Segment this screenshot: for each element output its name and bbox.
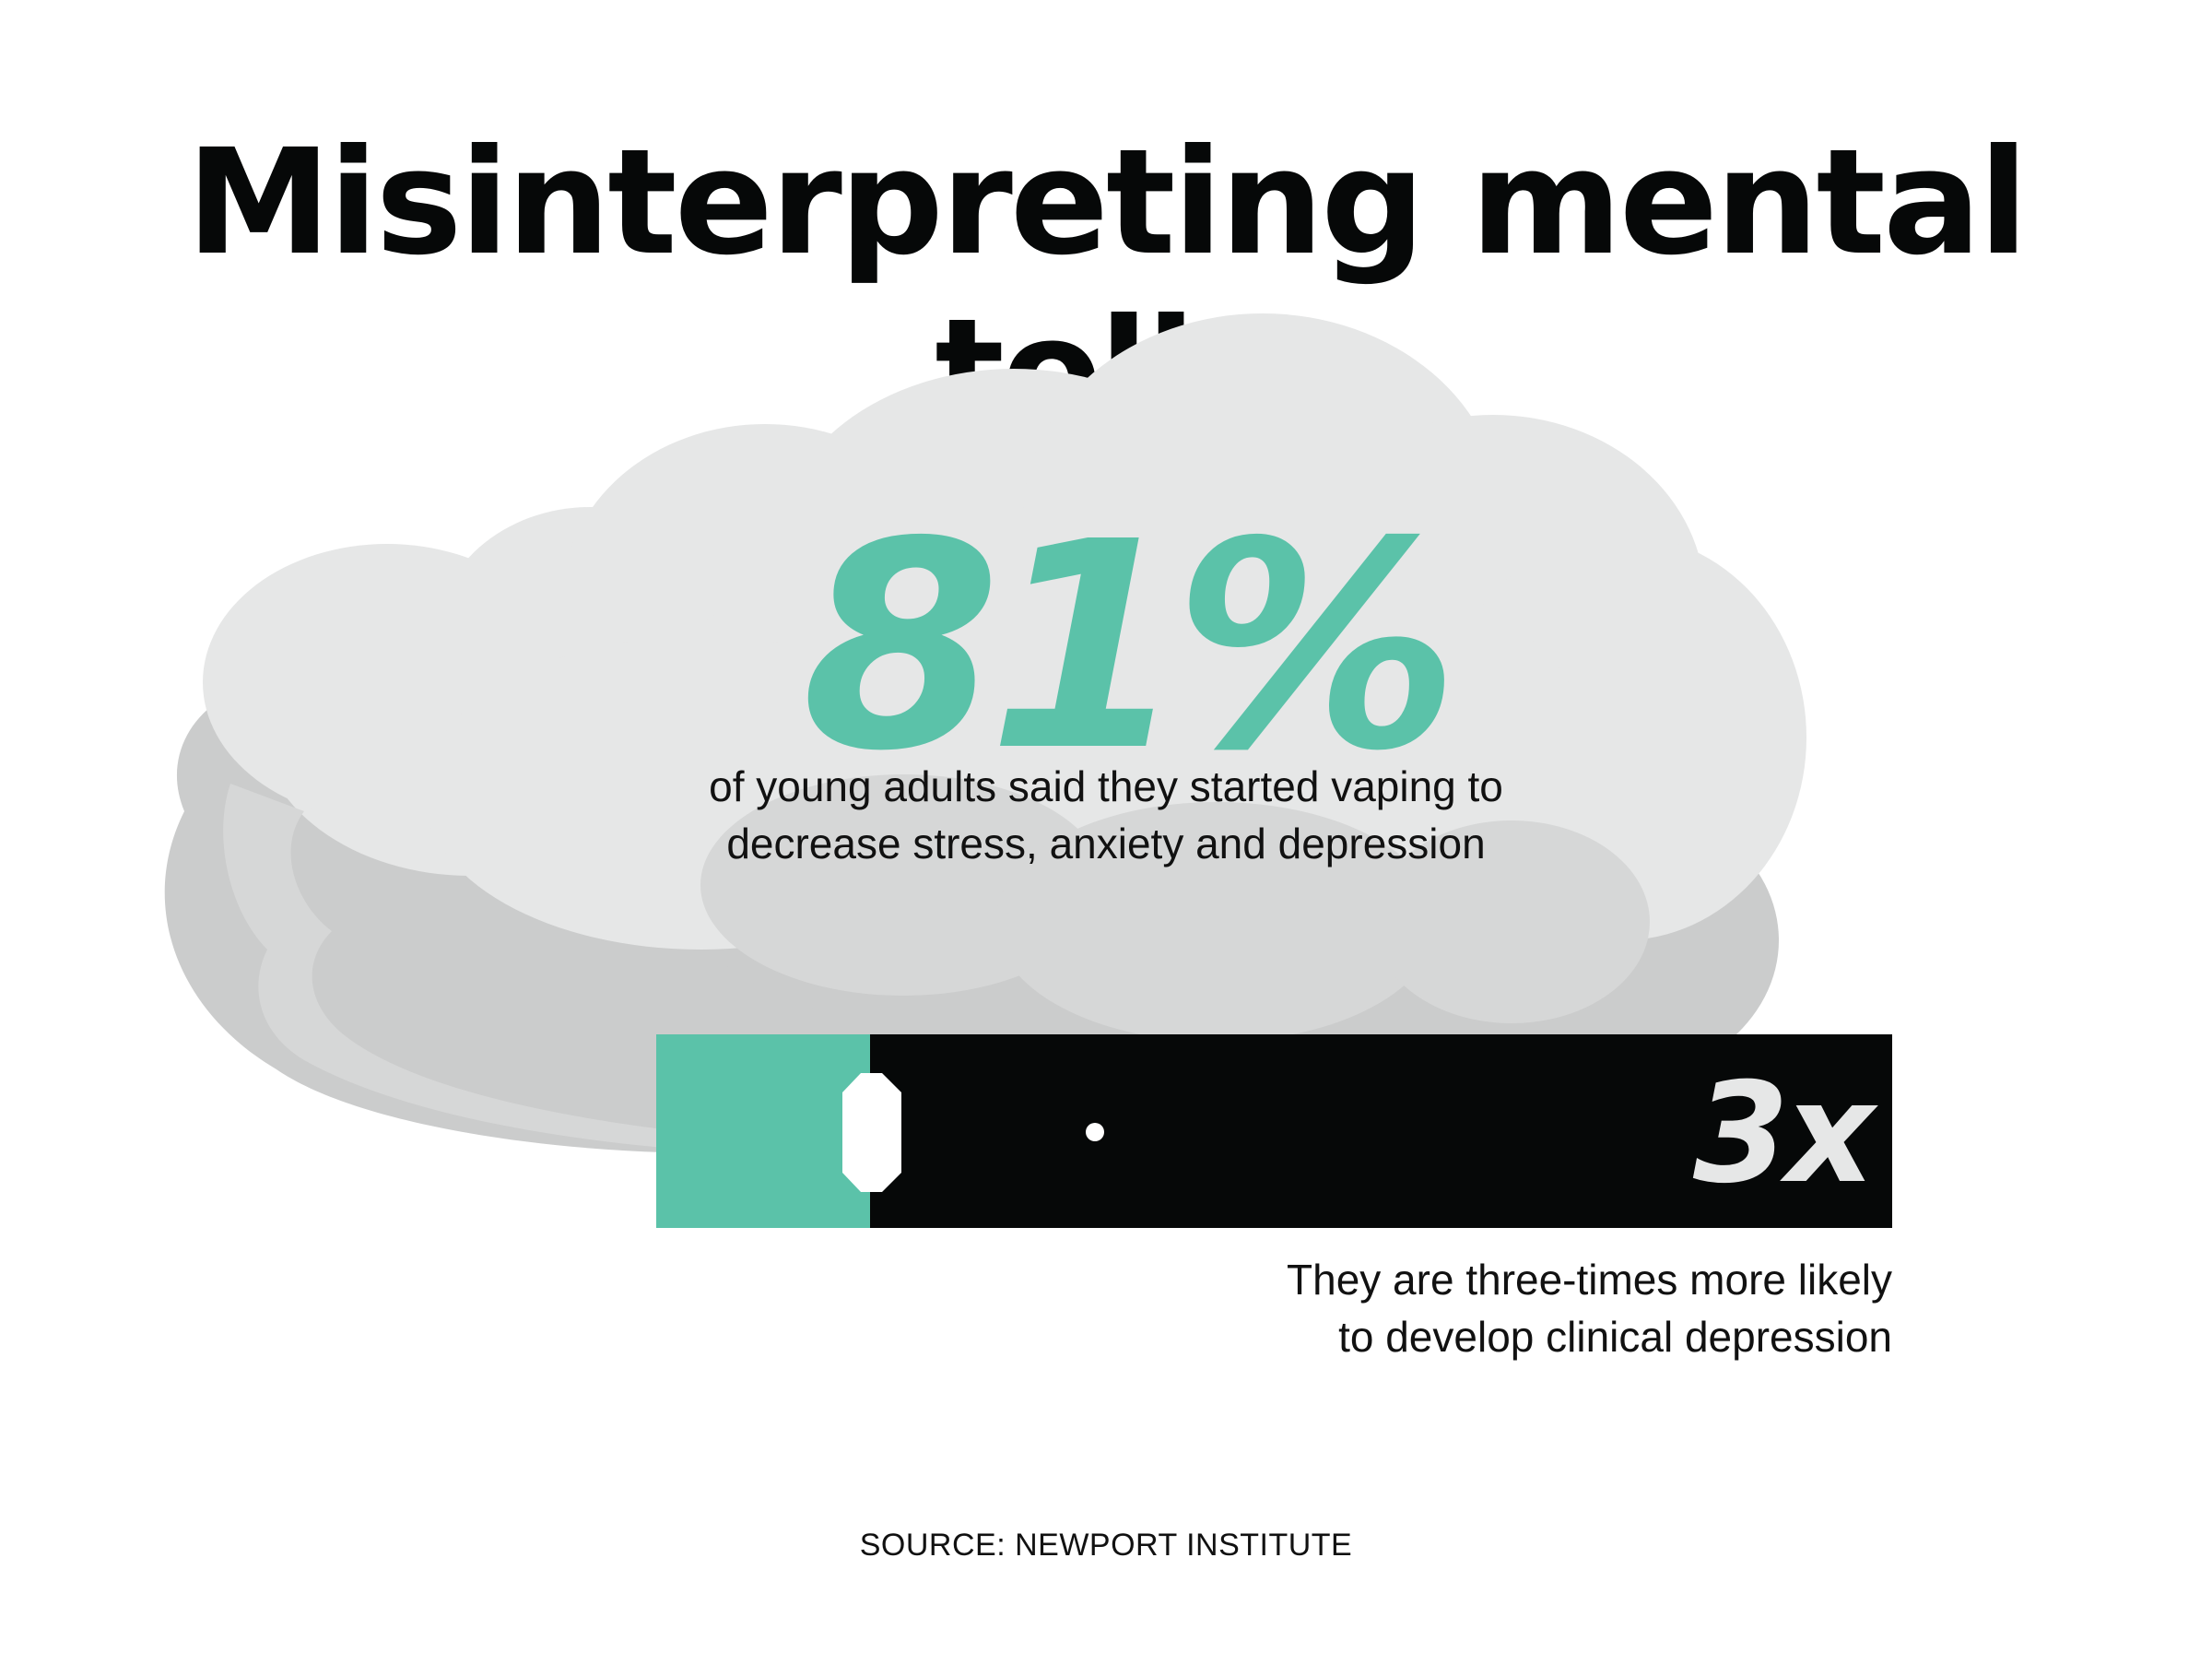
stat-description: of young adults said they started vaping… — [553, 758, 1659, 872]
stat-description-line-1: of young adults said they started vaping… — [709, 762, 1503, 810]
multiplier-value: 3x — [1692, 1054, 1875, 1214]
multiplier-description-line-2: to develop clinical depression — [1338, 1313, 1892, 1361]
stat-value: 81% — [802, 481, 1460, 814]
source-note: SOURCE: NEWPORT INSTITUTE — [859, 1528, 1353, 1563]
stat-description-line-2: decrease stress, anxiety and depression — [726, 820, 1486, 867]
multiplier-description-line-1: They are three-times more likely — [1287, 1256, 1892, 1304]
vape-device-icon — [656, 1034, 1892, 1228]
multiplier-description: They are three-times more likely to deve… — [1014, 1251, 1892, 1365]
